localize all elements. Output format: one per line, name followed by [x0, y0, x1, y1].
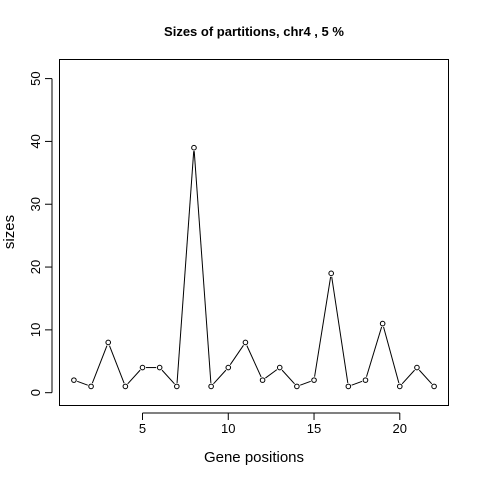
y-tick-label: 40 [28, 134, 43, 148]
series-segment [77, 380, 88, 386]
data-point [345, 383, 352, 390]
series-segment [91, 345, 108, 384]
data-point [362, 377, 369, 383]
series-segment [213, 369, 227, 385]
series-segment [383, 326, 400, 384]
data-point [379, 320, 386, 327]
data-point [139, 364, 146, 371]
data-point [396, 383, 403, 390]
data-point [174, 383, 180, 390]
data-point [225, 364, 232, 371]
data-point [276, 364, 283, 371]
y-tick-label: 20 [28, 260, 43, 274]
y-tick-label: 30 [28, 197, 43, 211]
x-tick-label: 5 [139, 421, 146, 436]
series-segment [176, 151, 195, 383]
series-segment [193, 151, 212, 383]
series-segment [246, 345, 262, 378]
y-tick-label: 10 [28, 323, 43, 337]
series-segment [351, 380, 363, 386]
data-point [208, 383, 214, 390]
data-point [191, 144, 197, 151]
series-segment [366, 326, 383, 377]
plot-area-border [59, 59, 449, 406]
y-tick-label: 0 [28, 389, 43, 396]
x-tick-label: 20 [393, 421, 407, 436]
series-segment [418, 369, 433, 385]
series-segment [265, 369, 278, 379]
series-segment [281, 369, 295, 385]
x-tick-label: 10 [221, 421, 235, 436]
series-segment [299, 380, 311, 386]
series-segment [109, 345, 125, 384]
chart-title: Sizes of partitions, chr4 , 5 % [164, 24, 344, 39]
data-point [311, 377, 317, 383]
data-point [294, 383, 300, 390]
data-point [242, 339, 249, 346]
data-point [414, 364, 420, 371]
data-point [122, 383, 129, 390]
data-point [328, 270, 334, 277]
data-series [71, 144, 437, 390]
y-tick-label: 50 [28, 71, 43, 85]
series-segment [161, 369, 175, 385]
series-segment [127, 369, 141, 385]
data-point [105, 339, 112, 346]
data-point [156, 364, 163, 371]
y-axis-label: sizes [1, 215, 18, 249]
series-segment [229, 345, 244, 365]
series-segment [401, 369, 415, 385]
data-point [259, 377, 266, 383]
data-point [88, 383, 94, 390]
series-segment [314, 276, 332, 377]
y-axis: 0 10 20 30 40 50 [28, 71, 53, 396]
data-point [431, 383, 437, 390]
x-axis: 5 10 15 20 [139, 412, 407, 436]
x-axis-label: Gene positions [204, 449, 304, 466]
data-point [71, 377, 77, 383]
x-tick-label: 15 [307, 421, 321, 436]
series-segment [331, 276, 349, 384]
